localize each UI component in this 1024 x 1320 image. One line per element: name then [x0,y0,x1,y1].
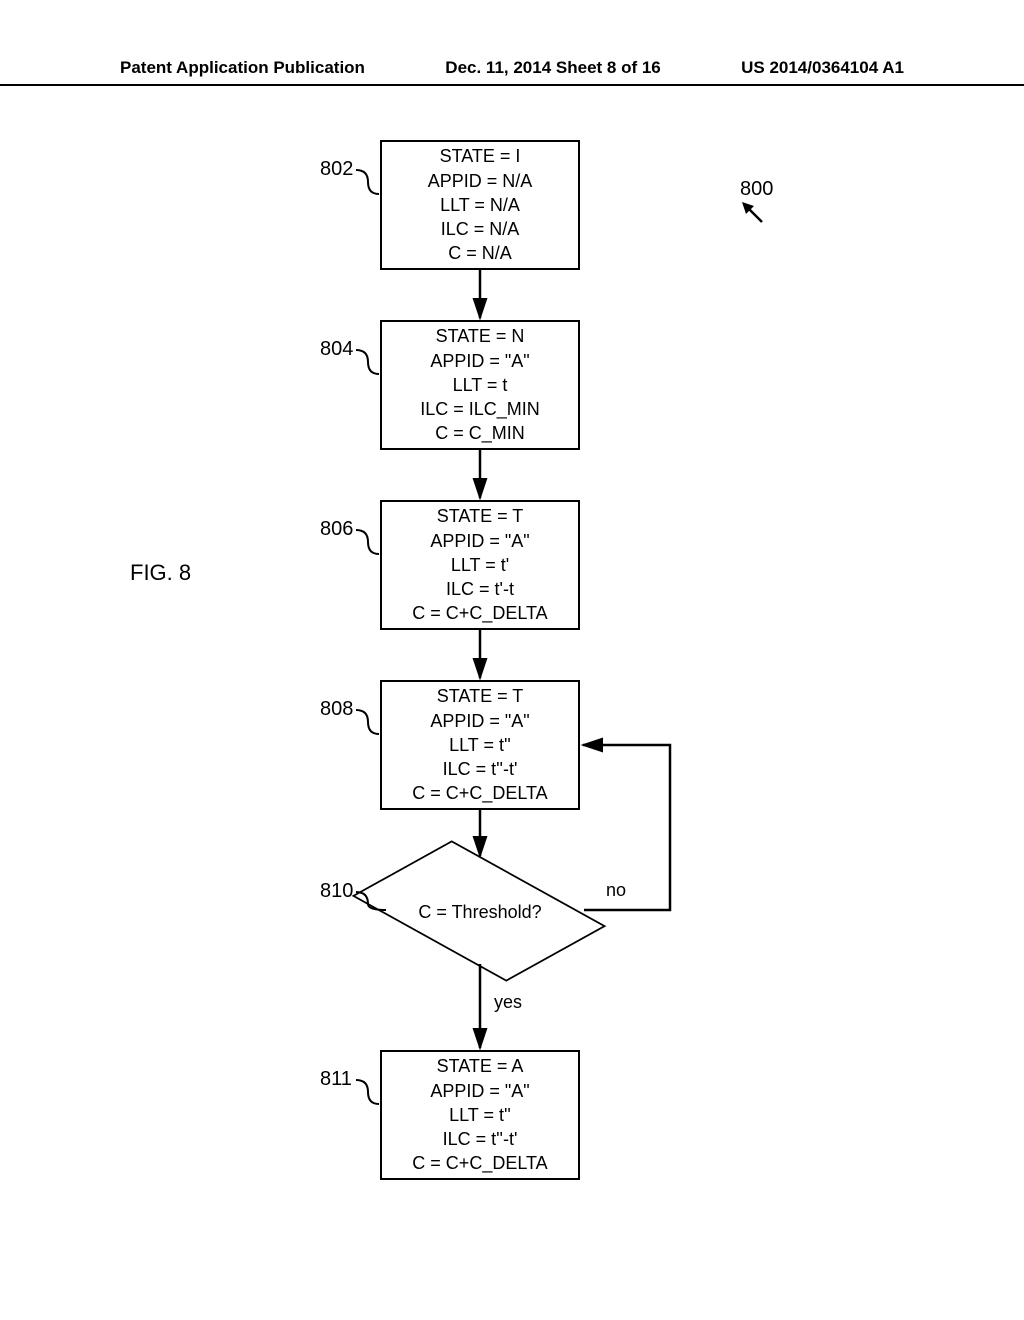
box-line: APPID = "A" [430,349,529,373]
box-line: LLT = t [453,373,508,397]
box-line: ILC = N/A [441,217,520,241]
state-box-802: STATE = I APPID = N/A LLT = N/A ILC = N/… [380,140,580,270]
diagram-ref-800: 800 [740,178,773,201]
box-line: STATE = T [437,504,524,528]
ref-806: 806 [320,518,353,541]
edge-label-yes: yes [494,992,522,1013]
state-box-808: STATE = T APPID = "A" LLT = t'' ILC = t'… [380,680,580,810]
box-line: C = C+C_DELTA [412,781,547,805]
edge-label-no: no [606,880,626,901]
box-line: APPID = "A" [430,709,529,733]
state-box-806: STATE = T APPID = "A" LLT = t' ILC = t'-… [380,500,580,630]
ref-808: 808 [320,698,353,721]
box-line: STATE = T [437,684,524,708]
box-line: APPID = N/A [428,169,533,193]
ref-802: 802 [320,158,353,181]
box-line: LLT = N/A [440,193,520,217]
page-header: Patent Application Publication Dec. 11, … [0,58,1024,86]
ref-810: 810 [320,880,353,903]
state-box-811: STATE = A APPID = "A" LLT = t'' ILC = t'… [380,1050,580,1180]
box-line: ILC = ILC_MIN [420,397,540,421]
header-left: Patent Application Publication [120,58,365,78]
state-box-804: STATE = N APPID = "A" LLT = t ILC = ILC_… [380,320,580,450]
box-line: LLT = t' [451,553,509,577]
box-line: STATE = N [436,324,525,348]
box-line: LLT = t'' [449,733,511,757]
box-line: C = C+C_DELTA [412,601,547,625]
box-line: ILC = t'-t [446,577,514,601]
box-line: ILC = t''-t' [443,757,518,781]
box-line: C = C_MIN [435,421,525,445]
box-line: STATE = I [440,144,521,168]
box-line: APPID = "A" [430,1079,529,1103]
decision-text: C = Threshold? [380,902,580,923]
ref-800-arrow-icon [740,200,770,230]
box-line: STATE = A [437,1054,524,1078]
figure-label: FIG. 8 [130,560,191,586]
box-line: C = N/A [448,241,512,265]
header-right: US 2014/0364104 A1 [741,58,904,78]
box-line: C = C+C_DELTA [412,1151,547,1175]
box-line: ILC = t''-t' [443,1127,518,1151]
ref-804: 804 [320,338,353,361]
box-line: APPID = "A" [430,529,529,553]
decision-810: C = Threshold? [380,860,580,960]
header-center: Dec. 11, 2014 Sheet 8 of 16 [445,58,660,78]
ref-811: 811 [320,1068,352,1091]
box-line: LLT = t'' [449,1103,511,1127]
